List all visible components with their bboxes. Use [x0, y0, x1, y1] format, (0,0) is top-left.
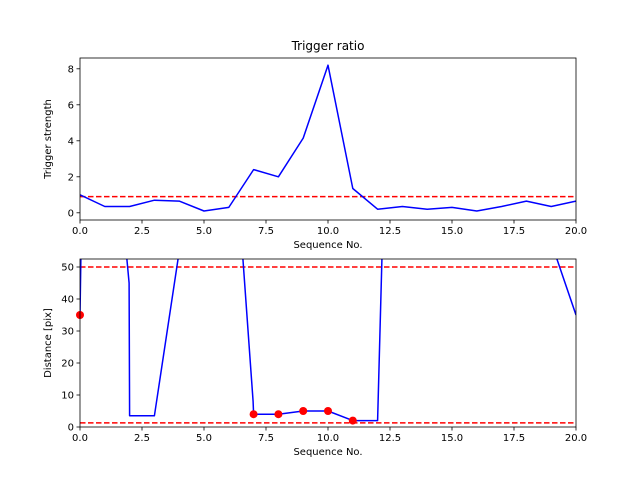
x-tick-label: 12.5 [379, 433, 401, 444]
chart-panel-1: 0.0 2.5 5.0 7.5 10.0 12.5 15.0 17.5 20.0 0 2 4 6 8 Tri… [43, 39, 587, 237]
data-point-2 [249, 410, 258, 419]
data-point-4 [299, 407, 308, 415]
data-point-6 [348, 416, 357, 425]
x-tick-label: 12.5 [379, 226, 401, 237]
y-tick-label: 30 [61, 327, 74, 338]
x-tick-label: 15.0 [441, 433, 463, 444]
x-tick-label: 10.0 [317, 433, 339, 444]
x-tick-label: 17.5 [503, 226, 525, 237]
chart-title: Trigger ratio [291, 39, 365, 53]
y-tick-label: 6 [68, 100, 74, 111]
x-axis-label-2: Sequence No. [293, 447, 362, 458]
x-tick-label: 2.5 [134, 433, 150, 444]
y-tick-label: 0 [68, 423, 74, 434]
y-tick-label: 2 [68, 172, 74, 183]
x-tick-label: 5.0 [196, 226, 212, 237]
x-tick-label: 17.5 [503, 433, 525, 444]
x-tick-label: 2.5 [134, 226, 150, 237]
y-tick-label: 8 [68, 64, 74, 75]
y-tick-label: 4 [68, 136, 74, 147]
x-tick-label: 7.5 [258, 226, 274, 237]
x-tick-label: 20.0 [565, 226, 587, 237]
plot-area [80, 64, 576, 212]
series-line-1 [80, 64, 576, 212]
x-tick-label: 0.0 [72, 226, 88, 237]
chart-panel-2: 0.0 2.5 5.0 7.5 10.0 12.5 15.0 17.5 20.0 0 10 20 30 4… [43, 258, 587, 444]
x-tick-label: 7.5 [258, 433, 274, 444]
y-tick-label: 40 [61, 295, 74, 306]
plot-background [80, 58, 576, 220]
plot-area [80, 259, 576, 424]
plot-background [80, 259, 576, 427]
y-tick-label: 10 [61, 391, 74, 402]
y-tick-label: 0 [68, 208, 74, 219]
data-point-5 [324, 407, 332, 415]
data-point-3 [274, 410, 283, 419]
y-axis-label: Trigger strength [43, 99, 54, 180]
y-tick-label: 50 [61, 263, 74, 274]
x-tick-label: 5.0 [196, 433, 212, 444]
y-tick-label: 20 [61, 359, 74, 370]
x-tick-label: 10.0 [317, 226, 339, 237]
x-tick-label: 0.0 [72, 433, 88, 444]
x-tick-label: 20.0 [565, 433, 587, 444]
x-axis-label-1: Sequence No. [293, 240, 362, 251]
y-axis-label: Distance [pix] [43, 308, 54, 378]
series-line-1 [80, 259, 576, 422]
x-tick-label: 15.0 [441, 226, 463, 237]
